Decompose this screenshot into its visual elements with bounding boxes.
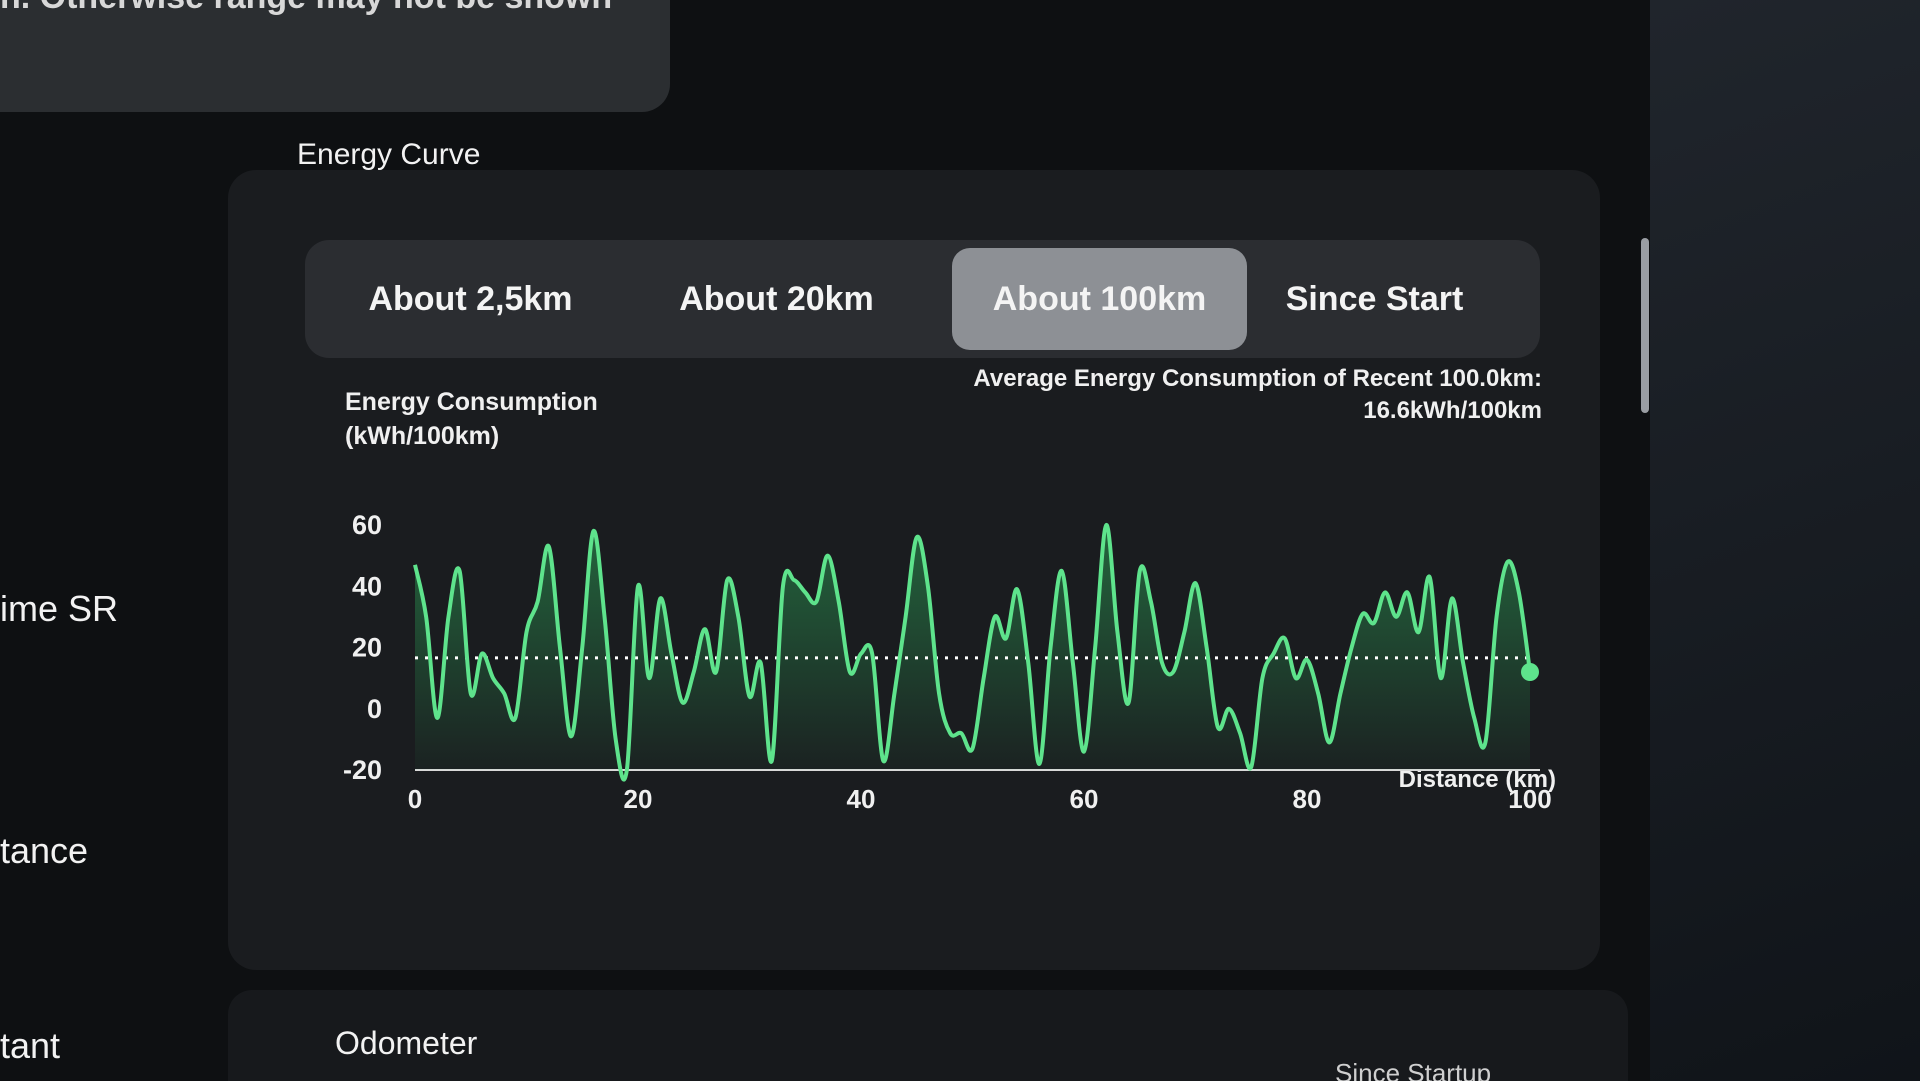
notice-box: n. Otherwise range may not be shown bbox=[0, 0, 670, 112]
sidebar-item[interactable]: ime SR bbox=[0, 588, 119, 629]
x-tick-label: 80 bbox=[1293, 784, 1322, 814]
x-tick-label: 0 bbox=[408, 784, 422, 814]
current-point bbox=[1521, 663, 1539, 681]
since-startup-label: Since Startup bbox=[1335, 1058, 1492, 1081]
y-tick-label: -20 bbox=[343, 755, 382, 785]
tab[interactable]: About 2,5km bbox=[368, 279, 573, 318]
tab[interactable]: About 20km bbox=[679, 279, 874, 318]
average-summary: Average Energy Consumption of Recent 100… bbox=[973, 365, 1542, 392]
background-right bbox=[1650, 0, 1920, 1081]
tab[interactable]: Since Start bbox=[1285, 279, 1464, 318]
x-tick-label: 60 bbox=[1070, 784, 1099, 814]
y-axis-unit: (kWh/100km) bbox=[345, 422, 499, 450]
tab-bar: About 2,5km About 20km About 100km Since… bbox=[305, 240, 1540, 358]
odometer-panel bbox=[228, 990, 1628, 1081]
x-tick-label: 20 bbox=[624, 784, 653, 814]
sidebar-item[interactable]: tant bbox=[0, 1025, 61, 1066]
y-tick-label: 60 bbox=[352, 510, 382, 540]
y-tick-label: 20 bbox=[352, 633, 382, 663]
area-fill bbox=[415, 524, 1530, 780]
energy-line bbox=[413, 522, 1532, 782]
notice-text: n. Otherwise range may not be shown bbox=[0, 0, 612, 17]
x-tick-label: 100 bbox=[1508, 784, 1551, 814]
sidebar-item[interactable]: tance bbox=[0, 830, 89, 871]
x-tick-label: 40 bbox=[847, 784, 876, 814]
odometer-label: Odometer bbox=[335, 1025, 478, 1061]
y-tick-label: 0 bbox=[367, 694, 382, 724]
y-axis-label: Energy Consumption bbox=[345, 388, 598, 416]
scrollbar[interactable] bbox=[1641, 238, 1649, 413]
average-value: 16.6kWh/100km bbox=[1363, 397, 1542, 424]
y-tick-label: 40 bbox=[352, 571, 382, 601]
section-title: Energy Curve bbox=[297, 138, 481, 171]
tab[interactable]: About 100km bbox=[952, 248, 1247, 350]
